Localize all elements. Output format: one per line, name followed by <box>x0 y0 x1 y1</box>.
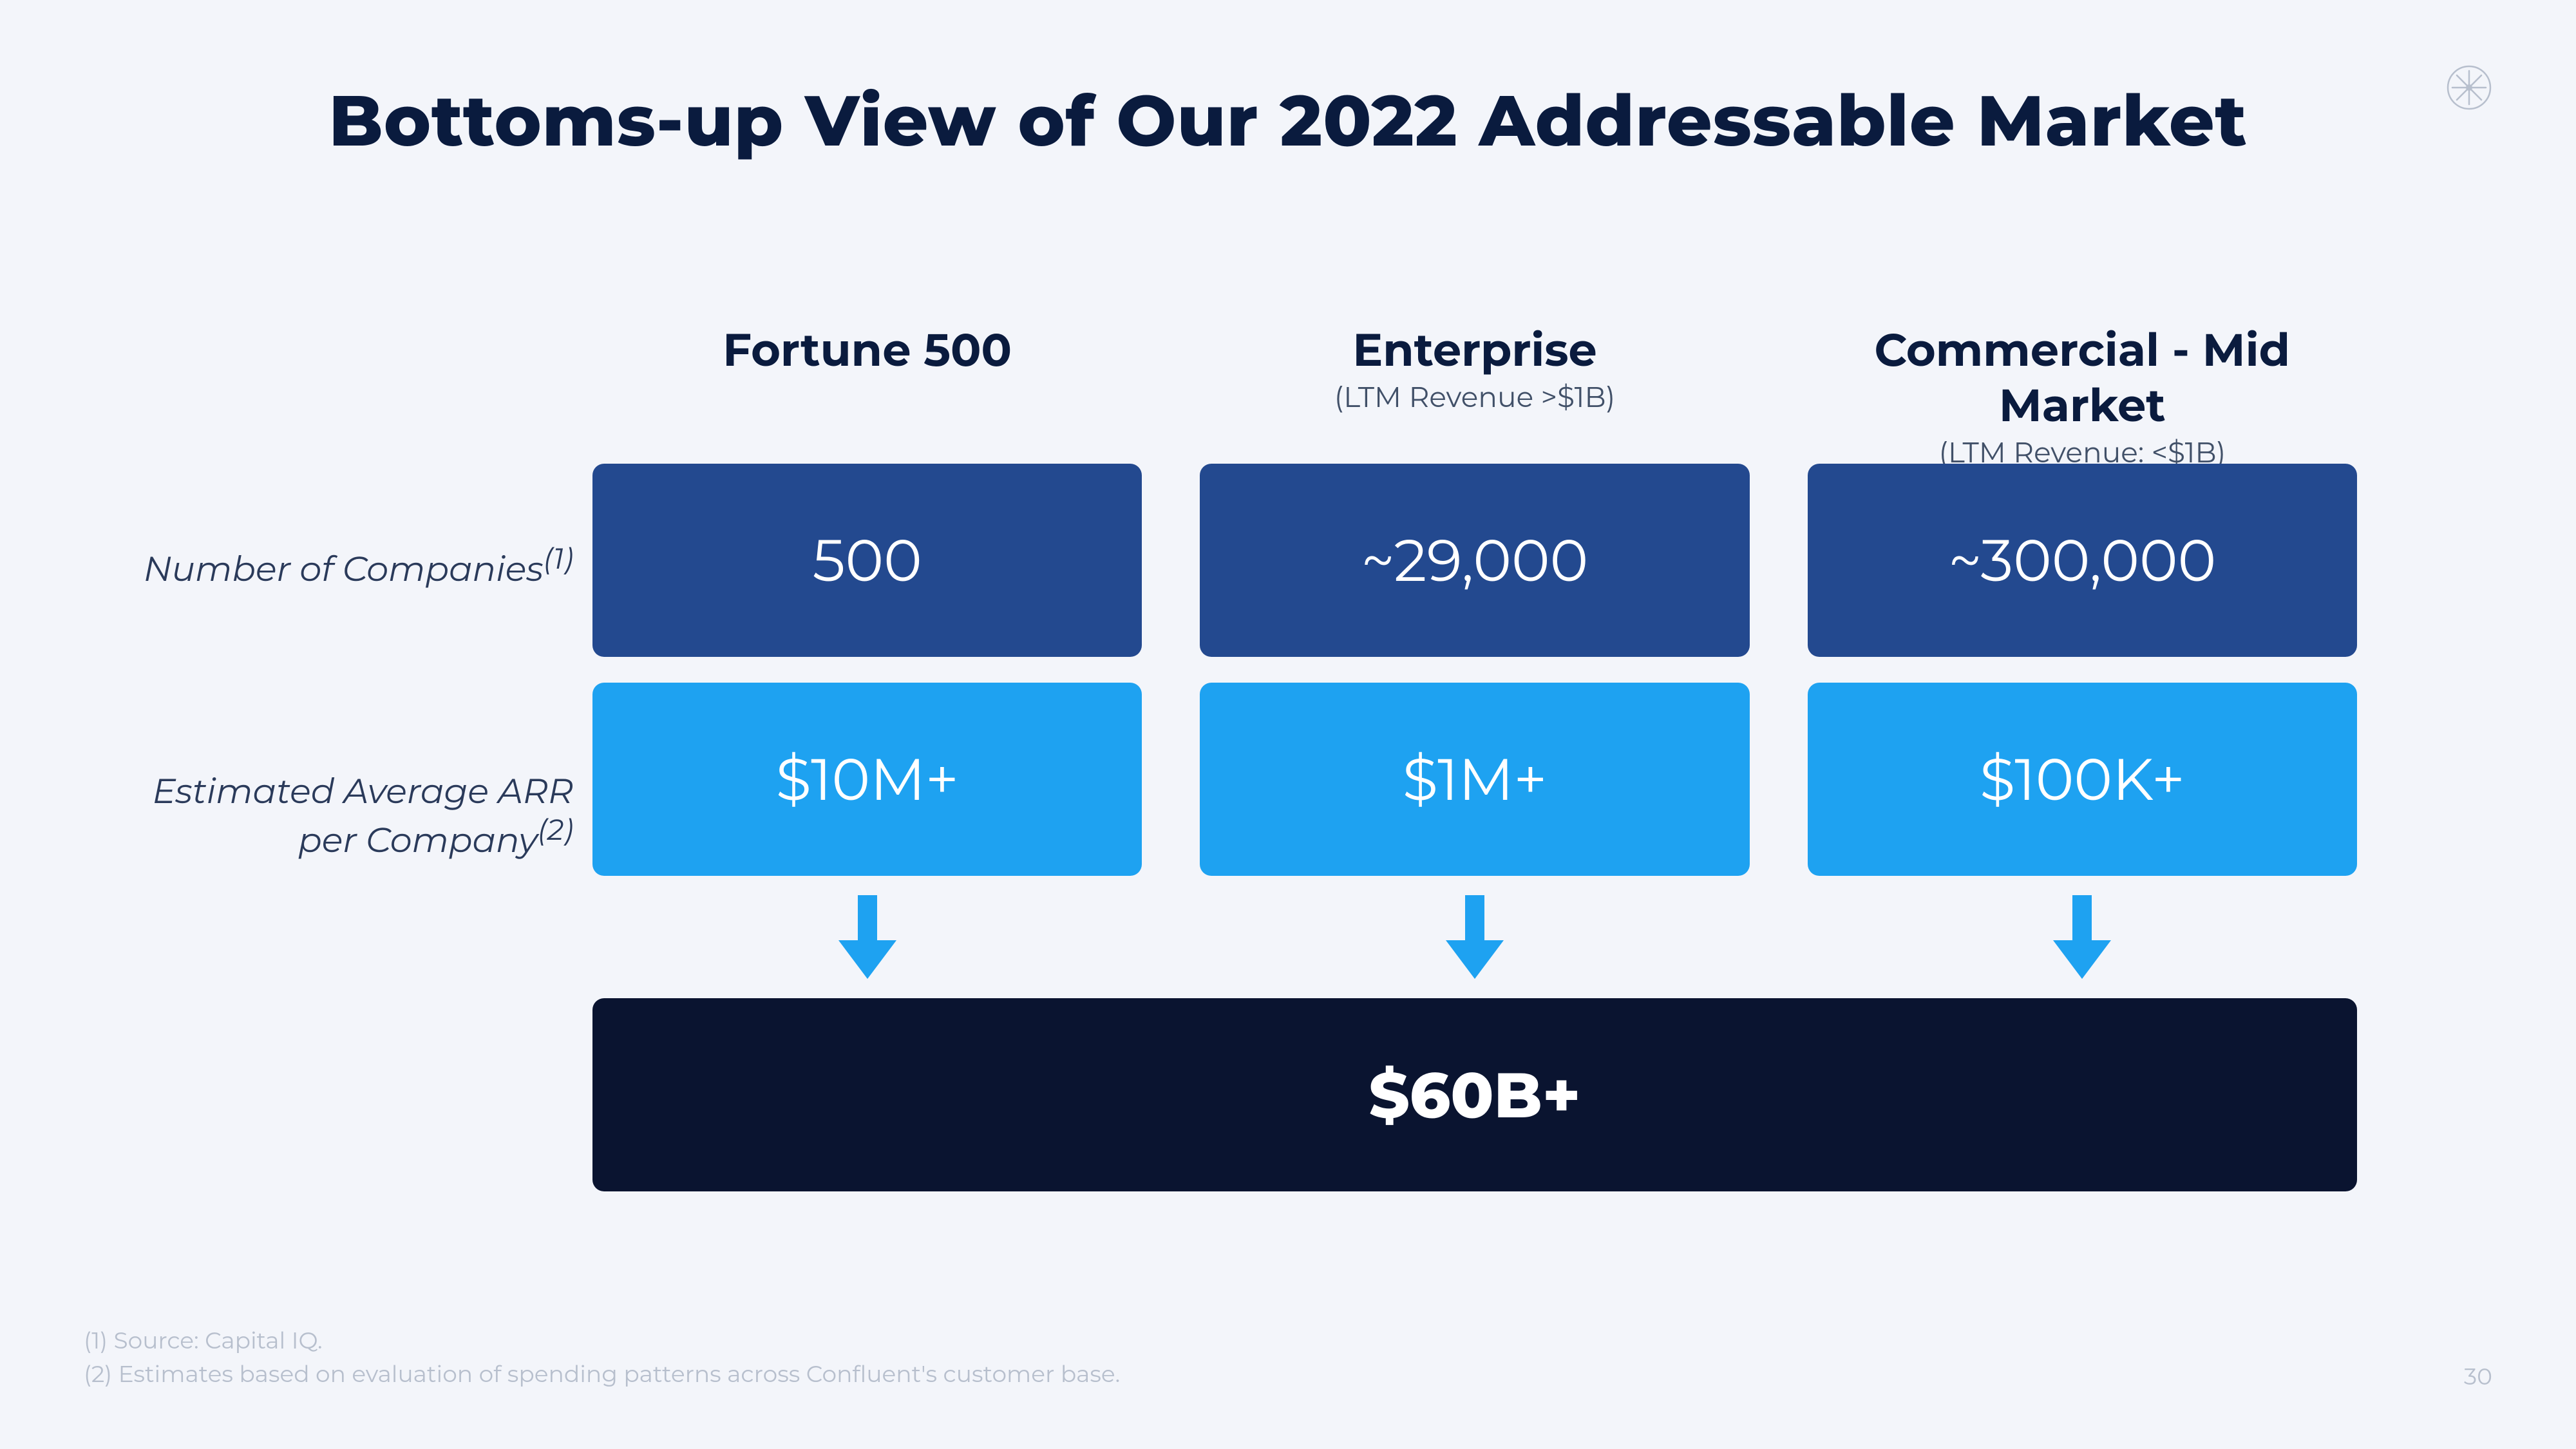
row-label-sup: (1) <box>544 541 573 576</box>
market-grid: Fortune 500 Enterprise (LTM Revenue >$1B… <box>592 322 2357 1191</box>
value-box: $100K+ <box>1808 683 2357 876</box>
value-box: ~29,000 <box>1200 464 1749 657</box>
footnotes: (1) Source: Capital IQ. (2) Estimates ba… <box>84 1324 1120 1391</box>
row-arr: $10M+ $1M+ $100K+ <box>592 683 2357 876</box>
arrow-down-icon <box>838 895 896 979</box>
column-headers: Fortune 500 Enterprise (LTM Revenue >$1B… <box>592 322 2357 438</box>
slide: Bottoms-up View of Our 2022 Addressable … <box>0 0 2576 1449</box>
total-box: $60B+ <box>592 998 2357 1191</box>
row-label-text: Estimated Average ARRper Company <box>153 770 573 861</box>
col-header-main: Commercial - Mid Market <box>1808 322 2357 433</box>
row-label-text: Number of Companies <box>144 547 544 590</box>
col-header-fortune500: Fortune 500 <box>592 322 1142 438</box>
value-box: 500 <box>592 464 1142 657</box>
value-box: $1M+ <box>1200 683 1749 876</box>
slide-title: Bottoms-up View of Our 2022 Addressable … <box>84 77 2492 164</box>
row-label-arr: Estimated Average ARRper Company(2) <box>84 770 573 861</box>
col-header-enterprise: Enterprise (LTM Revenue >$1B) <box>1200 322 1749 438</box>
col-header-main: Enterprise <box>1200 322 1749 377</box>
value-box: $10M+ <box>592 683 1142 876</box>
footnote-line: (1) Source: Capital IQ. <box>84 1324 1120 1358</box>
arrow-cell <box>1200 895 1749 979</box>
row-label-companies: Number of Companies(1) <box>84 541 573 590</box>
company-logo-icon <box>2446 64 2492 111</box>
col-header-commercial: Commercial - Mid Market (LTM Revenue: <$… <box>1808 322 2357 438</box>
footnote-line: (2) Estimates based on evaluation of spe… <box>84 1358 1120 1391</box>
row-label-sup: (2) <box>538 812 573 848</box>
row-companies: 500 ~29,000 ~300,000 <box>592 464 2357 657</box>
arrow-down-icon <box>2053 895 2111 979</box>
page-number: 30 <box>2464 1363 2492 1391</box>
value-box: ~300,000 <box>1808 464 2357 657</box>
col-header-main: Fortune 500 <box>592 322 1142 377</box>
arrow-cell <box>1808 895 2357 979</box>
arrows-row <box>592 895 2357 979</box>
arrow-cell <box>592 895 1142 979</box>
arrow-down-icon <box>1446 895 1504 979</box>
col-header-sub: (LTM Revenue >$1B) <box>1200 380 1749 415</box>
